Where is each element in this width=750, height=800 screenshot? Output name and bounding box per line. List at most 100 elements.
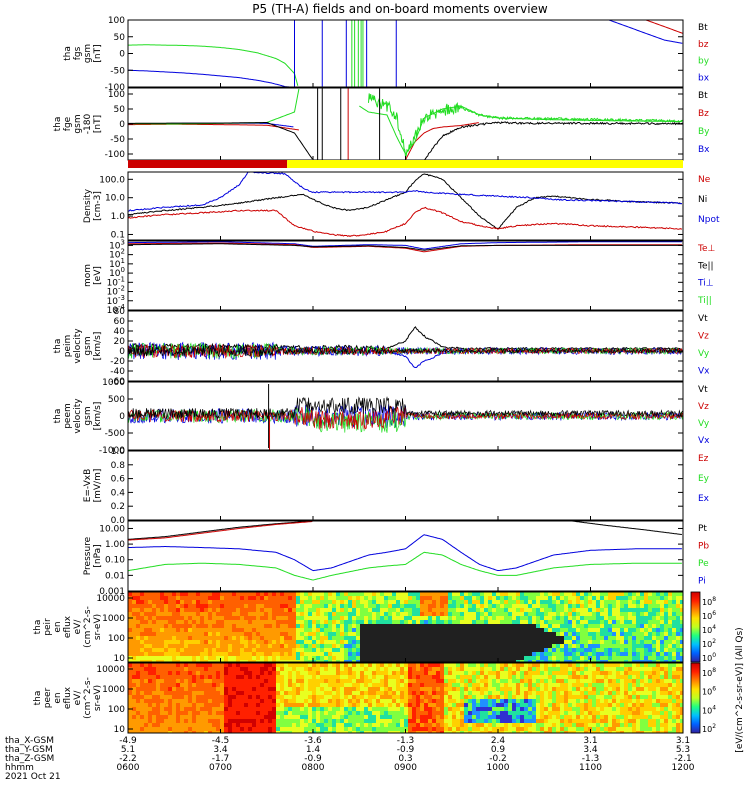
- spectrogram-cell: [588, 628, 592, 632]
- spectrogram-cell: [572, 612, 576, 616]
- spectrogram-cell: [232, 640, 236, 644]
- spectrogram-cell: [552, 727, 556, 731]
- spectrogram-cell: [396, 691, 400, 695]
- spectrogram-cell: [220, 592, 224, 596]
- spectrogram-cell: [284, 707, 288, 711]
- spectrogram-cell: [228, 596, 232, 600]
- spectrogram-cell: [420, 604, 424, 608]
- spectrogram-cell: [424, 719, 428, 723]
- spectrogram-cell: [256, 616, 260, 620]
- spectrogram-cell: [344, 663, 348, 667]
- spectrogram-cell: [356, 723, 360, 727]
- spectrogram-cell: [136, 699, 140, 703]
- spectrogram-cell: [512, 616, 516, 620]
- legend-entry: Vy: [698, 419, 710, 429]
- spectrogram-cell: [344, 616, 348, 620]
- spectrogram-cell: [280, 675, 284, 679]
- spectrogram-cell: [376, 600, 380, 604]
- spectrogram-cell: [388, 715, 392, 719]
- spectrogram-cell: [552, 667, 556, 671]
- spectrogram-cell: [272, 640, 276, 644]
- spectrogram-cell: [204, 711, 208, 715]
- y-axis-label: -180: [83, 114, 93, 135]
- spectrogram-cell: [512, 636, 516, 640]
- spectrogram-cell: [424, 648, 428, 652]
- spectrogram-cell: [288, 592, 292, 596]
- spectrogram-cell: [460, 600, 464, 604]
- spectrogram-cell: [140, 715, 144, 719]
- spectrogram-cell: [436, 652, 440, 656]
- spectrogram-cell: [304, 592, 308, 596]
- spectrogram-cell: [316, 648, 320, 652]
- spectrogram-cell: [324, 616, 328, 620]
- spectrogram-cell: [192, 691, 196, 695]
- spectrogram-cell: [268, 604, 272, 608]
- spectrogram-cell: [404, 695, 408, 699]
- spectrogram-cell: [388, 648, 392, 652]
- y-axis-label: tha: [53, 117, 63, 132]
- spectrogram-cell: [428, 663, 432, 667]
- spectrogram-cell: [320, 691, 324, 695]
- spectrogram-cell: [600, 691, 604, 695]
- spectrogram-cell: [544, 663, 548, 667]
- spectrogram-cell: [252, 652, 256, 656]
- spectrogram-cell: [236, 663, 240, 667]
- spectrogram-cell: [268, 616, 272, 620]
- spectrogram-cell: [236, 600, 240, 604]
- spectrogram-cell: [160, 719, 164, 723]
- spectrogram-cell: [452, 703, 456, 707]
- spectrogram-cell: [668, 640, 672, 644]
- spectrogram-cell: [624, 648, 628, 652]
- spectrogram-cell: [484, 648, 488, 652]
- spectrogram-cell: [292, 656, 296, 660]
- spectrogram-cell: [356, 656, 360, 660]
- spectrogram-cell: [476, 731, 480, 733]
- spectrogram-cell: [484, 667, 488, 671]
- spectrogram-cell: [576, 644, 580, 648]
- spectrogram-cell: [564, 632, 568, 636]
- spectrogram-cell: [240, 711, 244, 715]
- spectrogram-cell: [200, 652, 204, 656]
- spectrogram-cell: [208, 667, 212, 671]
- spectrogram-cell: [360, 644, 364, 648]
- legend-entry: Vx: [698, 367, 710, 377]
- spectrogram-cell: [280, 711, 284, 715]
- spectrogram-cell: [532, 703, 536, 707]
- spectrogram-cell: [140, 648, 144, 652]
- spectrogram-cell: [128, 640, 132, 644]
- spectrogram-cell: [308, 695, 312, 699]
- spectrogram-cell: [260, 695, 264, 699]
- spectrogram-cell: [540, 632, 544, 636]
- spectrogram-cell: [264, 656, 268, 660]
- spectrogram-cell: [212, 592, 216, 596]
- spectrogram-cell: [324, 620, 328, 624]
- spectrogram-cell: [156, 711, 160, 715]
- spectrogram-cell: [408, 683, 412, 687]
- spectrogram-cell: [460, 644, 464, 648]
- spectrogram-cell: [216, 731, 220, 733]
- spectrogram-cell: [352, 592, 356, 596]
- spectrogram-cell: [608, 620, 612, 624]
- spectrogram-cell: [476, 652, 480, 656]
- spectrogram-cell: [168, 608, 172, 612]
- spectrogram-cell: [616, 652, 620, 656]
- spectrogram-cell: [388, 632, 392, 636]
- y-tick-label: 103: [109, 238, 125, 251]
- spectrogram-cell: [144, 675, 148, 679]
- spectrogram-cell: [668, 632, 672, 636]
- spectrogram-cell: [456, 679, 460, 683]
- spectrogram-cell: [168, 703, 172, 707]
- spectrogram-cell: [372, 596, 376, 600]
- spectrogram-cell: [584, 703, 588, 707]
- spectrogram-cell: [300, 703, 304, 707]
- spectrogram-cell: [392, 731, 396, 733]
- y-axis-label: Pressure: [83, 536, 93, 575]
- spectrogram-cell: [436, 656, 440, 660]
- legend-entry: Ez: [698, 454, 709, 464]
- spectrogram-cell: [308, 644, 312, 648]
- spectrogram-cell: [380, 683, 384, 687]
- spectrogram-cell: [572, 699, 576, 703]
- spectrogram-cell: [588, 675, 592, 679]
- spectrogram-cell: [556, 699, 560, 703]
- spectrogram-cell: [364, 683, 368, 687]
